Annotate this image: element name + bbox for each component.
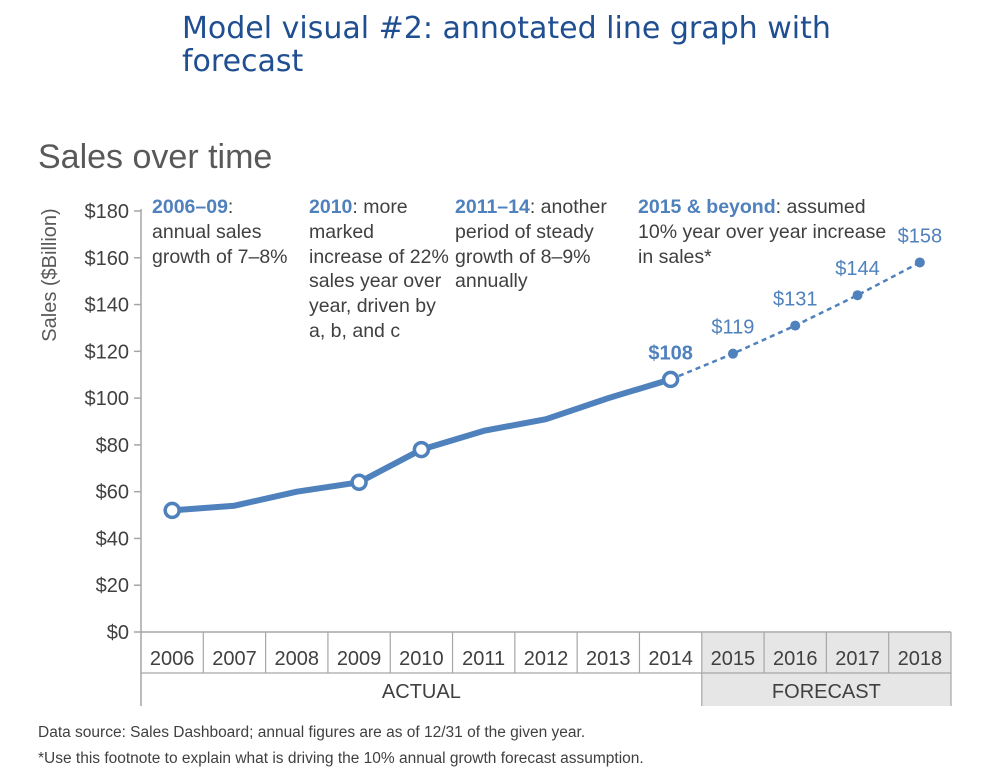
annotation-2011-14: 2011–14: another period of steady growth… (455, 195, 630, 294)
y-tick-label: $160 (85, 248, 130, 270)
actual-point-marker (163, 501, 181, 520)
x-tick-label: 2011 (462, 648, 505, 670)
x-tick-label: 2007 (212, 648, 257, 670)
annotation-text: : assumed 10% year over year increase in… (638, 196, 887, 268)
data-label: $144 (835, 258, 880, 280)
y-axis-label: Sales ($Billion) (39, 208, 61, 341)
x-tick-label: 2016 (773, 648, 818, 670)
y-tick-label: $120 (85, 341, 130, 363)
annotation-text: : annual sales growth of 7–8% (152, 196, 288, 268)
annotation-highlight: 2011–14 (455, 196, 530, 218)
x-tick-label: 2008 (275, 648, 320, 670)
actual-point-marker (350, 473, 368, 492)
x-tick-label: 2015 (711, 648, 756, 670)
actual-point-marker (661, 370, 680, 389)
annotation-2015-beyond: 2015 & beyond: assumed 10% year over yea… (638, 195, 906, 269)
forecast-point (914, 257, 925, 268)
annotation-text: : another period of steady growth of 8–9… (455, 196, 607, 293)
x-tick-label: 2018 (898, 648, 943, 670)
x-tick-label: 2010 (399, 648, 444, 670)
y-tick-label: $80 (96, 435, 129, 457)
group-label-actual: ACTUAL (382, 681, 461, 703)
x-tick-label: 2013 (586, 648, 631, 670)
forecast-point (727, 348, 738, 359)
y-tick-label: $140 (85, 295, 130, 317)
data-label: $119 (711, 317, 754, 339)
annotation-highlight: 2010 (309, 196, 353, 218)
actual-point-marker (412, 440, 431, 459)
data-label: $158 (898, 225, 943, 247)
annotation-text: : more marked increase of 22% sales year… (309, 196, 449, 342)
forecast-point (790, 320, 801, 331)
page-title: Model visual #2: annotated line graph wi… (182, 11, 831, 79)
x-tick-label: 2014 (648, 648, 693, 670)
x-tick-label: 2012 (524, 648, 569, 670)
annotation-2006-09: 2006–09: annual sales growth of 7–8% (152, 195, 292, 269)
y-tick-label: $100 (85, 388, 130, 410)
group-label-forecast: FORECAST (772, 681, 881, 703)
x-tick-label: 2017 (835, 648, 880, 670)
y-tick-label: $20 (96, 575, 129, 597)
y-tick-label: $180 (85, 201, 130, 223)
y-tick-label: $40 (96, 528, 129, 550)
y-tick-label: $0 (107, 622, 129, 644)
chart-title: Sales over time (38, 138, 273, 176)
annotation-highlight: 2015 & beyond (638, 196, 776, 218)
y-tick-label: $60 (96, 482, 129, 504)
footnote-source: Data source: Sales Dashboard; annual fig… (38, 724, 586, 741)
annotation-highlight: 2006–09 (152, 196, 228, 218)
x-tick-label: 2009 (337, 648, 382, 670)
data-label: $108 (648, 342, 693, 364)
data-label: $131 (773, 289, 818, 311)
x-tick-label: 2006 (150, 648, 195, 670)
forecast-point (852, 290, 863, 301)
footnote-assumption: *Use this footnote to explain what is dr… (38, 750, 644, 767)
annotation-2010: 2010: more marked increase of 22% sales … (309, 195, 449, 344)
